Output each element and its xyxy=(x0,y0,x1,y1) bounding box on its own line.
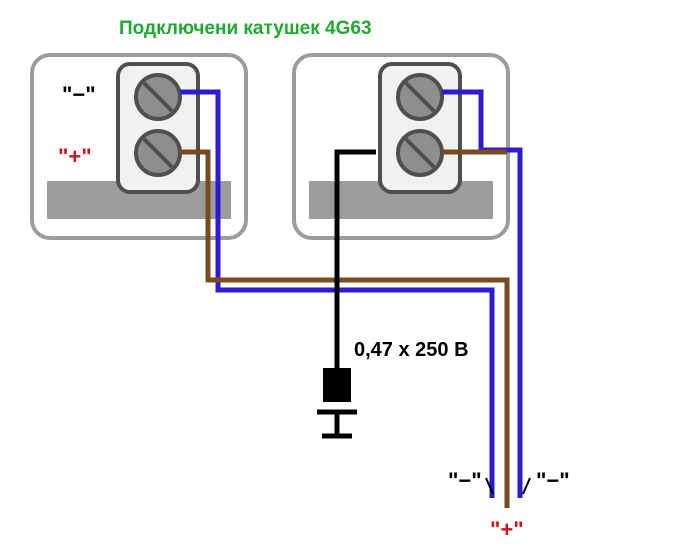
coil1-plus-label: "+" xyxy=(58,144,92,169)
terminal-2-minus xyxy=(398,75,442,119)
dest-plus-label: "+" xyxy=(490,517,524,542)
capacitor-label: 0,47 x 250 В xyxy=(354,339,469,361)
wiring-diagram: Подключени катушек 4G63 xyxy=(0,0,694,559)
coil1-minus-label: "−" xyxy=(62,82,96,107)
terminal-1-minus xyxy=(136,75,180,119)
dest-minus-left-label: "−" xyxy=(448,468,482,493)
terminal-2-plus xyxy=(398,131,442,175)
coil-box-2 xyxy=(294,55,508,238)
diagram-title: Подключени катушек 4G63 xyxy=(119,18,372,39)
terminal-1-plus xyxy=(136,131,180,175)
dest-minus-right-label: "−" xyxy=(536,468,570,493)
capacitor-icon xyxy=(317,368,357,436)
